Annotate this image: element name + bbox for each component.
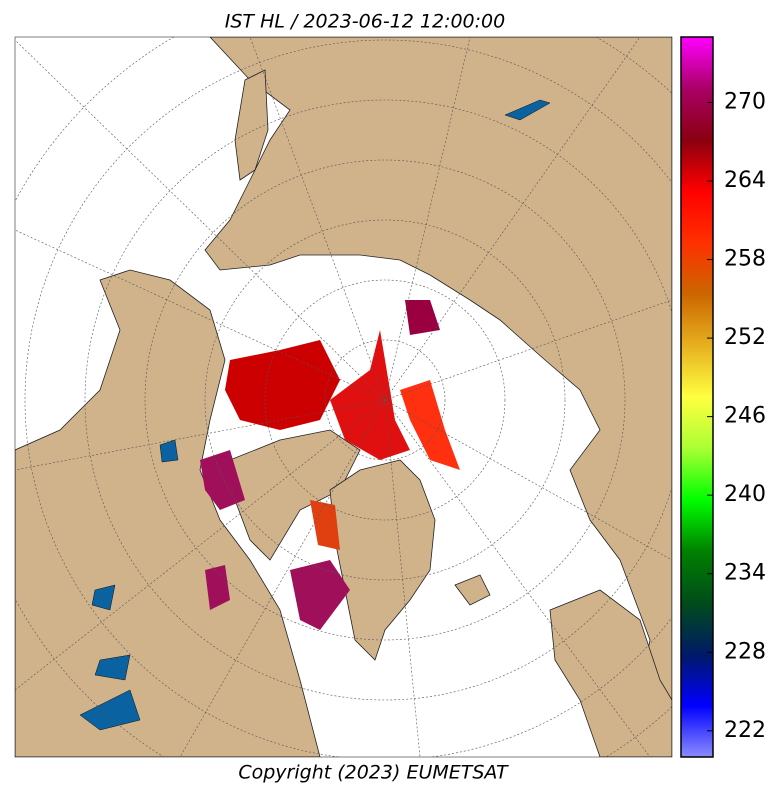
map-frame: [14, 36, 673, 758]
svalbard: [454, 574, 491, 606]
colorbar-tick-label: 234: [724, 561, 766, 586]
colorbar-tick-label: 264: [724, 168, 766, 193]
lakes: [79, 99, 551, 731]
colorbar-ramp: [680, 36, 714, 758]
colorbar-tick-label: 252: [724, 325, 766, 350]
colorbar-tick-label: 228: [724, 639, 766, 664]
colorbar-tick-label: 258: [724, 247, 766, 272]
colorbar-tick-label: 240: [724, 482, 766, 507]
colorbar-tick-label: 270: [724, 89, 766, 114]
map-title: IST HL / 2023-06-12 12:00:00: [225, 11, 505, 33]
north-america: [15, 269, 321, 757]
eurasia: [204, 37, 672, 701]
archipelago: [229, 429, 361, 561]
copyright: Copyright (2023) EUMETSAT: [238, 762, 509, 784]
colorbar: 222 228 234 240 246 252 258 264 270: [680, 36, 766, 758]
alaska: [549, 589, 672, 757]
colorbar-tick-label: 246: [724, 404, 766, 429]
colorbar-tick-label: 222: [724, 718, 766, 743]
